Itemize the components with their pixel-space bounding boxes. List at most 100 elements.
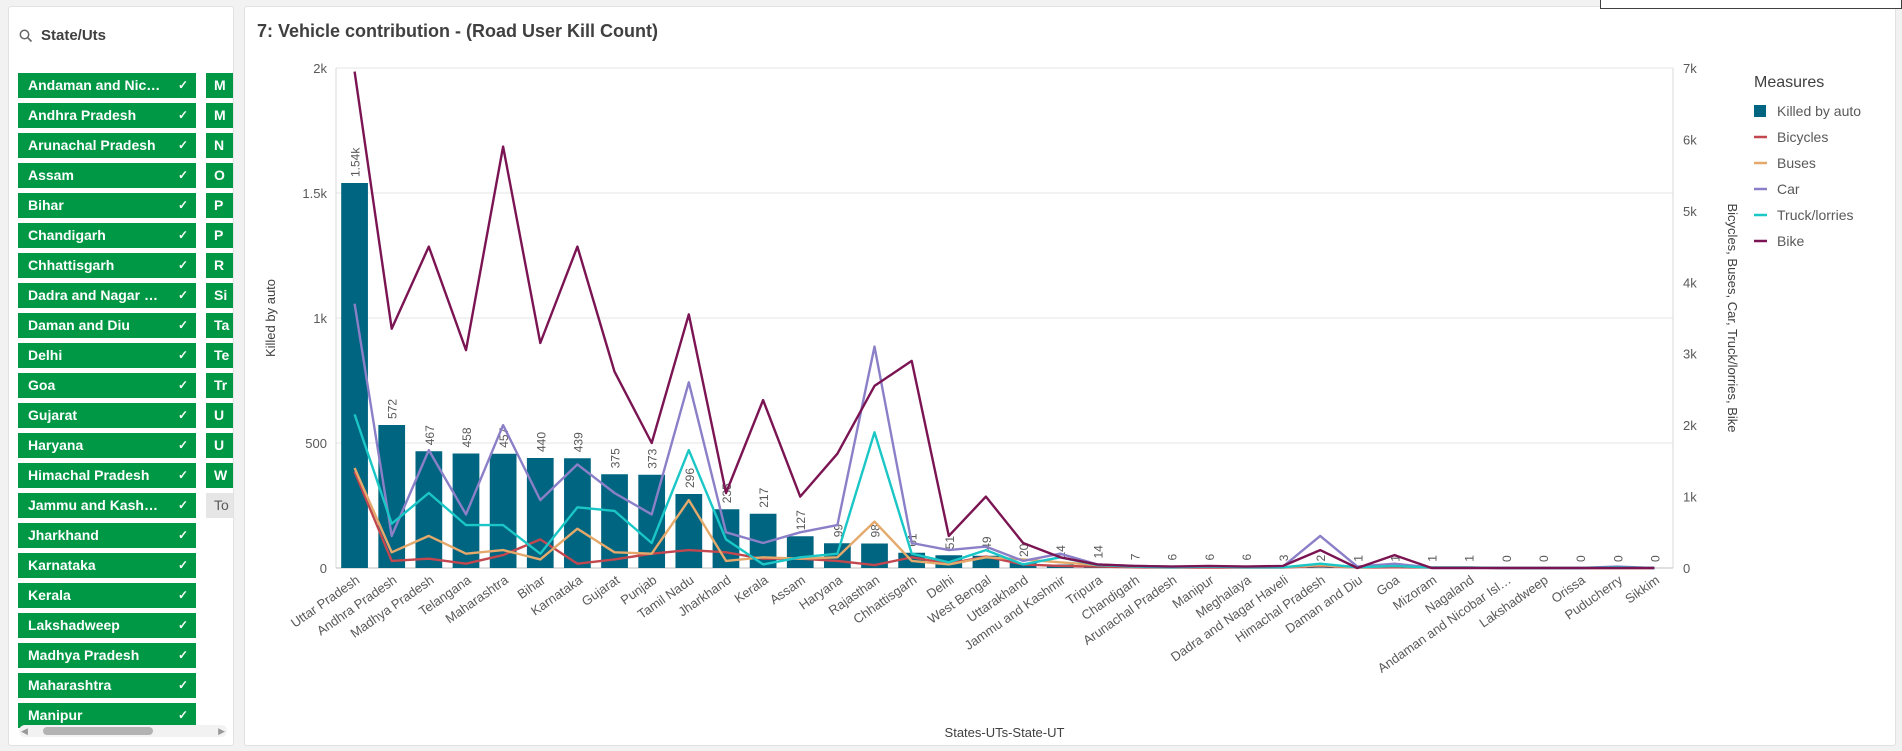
- filter-item-label: Kerala: [28, 587, 71, 603]
- filter-item[interactable]: Chhattisgarh ✓: [18, 253, 196, 278]
- filter-item[interactable]: Manipur ✓: [18, 703, 196, 728]
- filter-item[interactable]: Kerala ✓: [18, 583, 196, 608]
- filter-item[interactable]: Goa ✓: [18, 373, 196, 398]
- filter-item[interactable]: U: [206, 403, 233, 428]
- filter-list-column-2: M M N O P P R Si Ta Te Tr U U W To: [206, 73, 233, 523]
- filter-item-label: Lakshadweep: [28, 617, 120, 633]
- bar[interactable]: [675, 494, 703, 568]
- bar[interactable]: [341, 183, 368, 568]
- search-icon: [19, 29, 33, 42]
- filter-item[interactable]: P: [206, 193, 233, 218]
- x-tick-label: Gujarat: [579, 572, 623, 609]
- y-right-tick-label: 3k: [1683, 347, 1697, 362]
- bar[interactable]: [601, 474, 628, 568]
- filter-item[interactable]: R: [206, 253, 233, 278]
- bar[interactable]: [526, 458, 554, 568]
- filter-item[interactable]: Karnataka ✓: [18, 553, 196, 578]
- filter-item[interactable]: P: [206, 223, 233, 248]
- bar-value-label: 0: [1574, 555, 1588, 562]
- filter-item[interactable]: Bihar ✓: [18, 193, 196, 218]
- bar[interactable]: [786, 536, 814, 568]
- y-left-tick-label: 1.5k: [302, 186, 327, 201]
- filter-item[interactable]: Lakshadweep ✓: [18, 613, 196, 638]
- filter-item[interactable]: Gujarat ✓: [18, 403, 196, 428]
- filter-item-label: Delhi: [28, 347, 63, 363]
- filter-item[interactable]: Assam ✓: [18, 163, 196, 188]
- check-icon: ✓: [177, 138, 188, 152]
- filter-item[interactable]: Dadra and Nagar Haveli ✓: [18, 283, 196, 308]
- scrollbar-thumb[interactable]: [43, 727, 153, 735]
- filter-item[interactable]: Chandigarh ✓: [18, 223, 196, 248]
- scroll-left-icon[interactable]: ◀: [21, 726, 28, 736]
- horizontal-scrollbar[interactable]: ◀ ▶: [19, 725, 227, 737]
- legend-label: Bike: [1777, 233, 1804, 249]
- bar-value-label: 6: [1166, 554, 1180, 561]
- filter-item-label: Chhattisgarh: [28, 257, 115, 273]
- filter-item-unselected[interactable]: To: [206, 493, 233, 518]
- check-icon: ✓: [177, 228, 188, 242]
- chart-title: 7: Vehicle contribution - (Road User Kil…: [257, 21, 659, 41]
- filter-item[interactable]: Te: [206, 343, 233, 368]
- bar-value-label: 0: [1537, 555, 1551, 562]
- y-right-tick-label: 0: [1683, 561, 1690, 576]
- filter-item[interactable]: W: [206, 463, 233, 488]
- filter-item[interactable]: U: [206, 433, 233, 458]
- filter-item[interactable]: Si: [206, 283, 233, 308]
- bar-value-label: 6: [1240, 554, 1254, 561]
- filter-item[interactable]: M: [206, 103, 233, 128]
- filter-item[interactable]: Andhra Pradesh ✓: [18, 103, 196, 128]
- bar[interactable]: [564, 458, 591, 568]
- filter-item[interactable]: Arunachal Pradesh ✓: [18, 133, 196, 158]
- bar-value-label: 99: [831, 524, 845, 538]
- y-right-tick-label: 2k: [1683, 418, 1697, 433]
- filter-item[interactable]: Andaman and Nicobar Islands ✓: [18, 73, 196, 98]
- line-series[interactable]: [353, 71, 1655, 570]
- bar-value-label: 458: [460, 427, 474, 447]
- filter-item[interactable]: M: [206, 73, 233, 98]
- check-icon: ✓: [177, 588, 188, 602]
- state-filter-panel: State/Uts Andaman and Nicobar Islands✓An…: [8, 6, 234, 746]
- check-icon: ✓: [177, 198, 188, 212]
- bar-value-label: 1: [1388, 555, 1402, 562]
- filter-item-label: Maharashtra: [28, 677, 112, 693]
- check-icon: ✓: [177, 528, 188, 542]
- filter-item-label: Jharkhand: [28, 527, 99, 543]
- filter-item-label: Assam: [28, 167, 74, 183]
- bar-value-label: 2: [1314, 555, 1328, 562]
- bar[interactable]: [452, 453, 480, 569]
- filter-item[interactable]: Maharashtra ✓: [18, 673, 196, 698]
- filter-item[interactable]: Delhi ✓: [18, 343, 196, 368]
- filter-item[interactable]: Ta: [206, 313, 233, 338]
- filter-item[interactable]: O: [206, 163, 233, 188]
- filter-item[interactable]: N: [206, 133, 233, 158]
- check-icon: ✓: [177, 498, 188, 512]
- filter-item[interactable]: Haryana ✓: [18, 433, 196, 458]
- filter-header[interactable]: State/Uts: [19, 27, 106, 44]
- bar-value-label: 375: [609, 448, 623, 468]
- check-icon: ✓: [177, 438, 188, 452]
- bar-value-label: 1: [1351, 555, 1365, 562]
- filter-item[interactable]: Jammu and Kashmir ✓: [18, 493, 196, 518]
- check-icon: ✓: [177, 168, 188, 182]
- filter-item[interactable]: Daman and Diu ✓: [18, 313, 196, 338]
- filter-item-label: Andaman and Nicobar Islands: [28, 77, 162, 93]
- bar[interactable]: [1306, 567, 1334, 569]
- check-icon: ✓: [177, 348, 188, 362]
- filter-item[interactable]: Himachal Pradesh ✓: [18, 463, 196, 488]
- check-icon: ✓: [177, 408, 188, 422]
- filter-item-label: Jammu and Kashmir: [28, 497, 162, 513]
- y-right-tick-label: 5k: [1683, 204, 1697, 219]
- legend-label: Buses: [1777, 155, 1816, 171]
- filter-item-label: Andhra Pradesh: [28, 107, 137, 123]
- scroll-right-icon[interactable]: ▶: [218, 726, 225, 736]
- filter-item[interactable]: Tr: [206, 373, 233, 398]
- bar-value-label: 7: [1128, 553, 1142, 560]
- filter-item-label: Goa: [28, 377, 56, 393]
- filter-item[interactable]: Jharkhand ✓: [18, 523, 196, 548]
- filter-item-label: Bihar: [28, 197, 64, 213]
- filter-item[interactable]: Madhya Pradesh ✓: [18, 643, 196, 668]
- check-icon: ✓: [177, 78, 188, 92]
- y-right-axis-title: Bicycles, Buses, Car, Truck/lorries, Bik…: [1725, 203, 1740, 432]
- check-icon: ✓: [177, 108, 188, 122]
- filter-item-label: Haryana: [28, 437, 84, 453]
